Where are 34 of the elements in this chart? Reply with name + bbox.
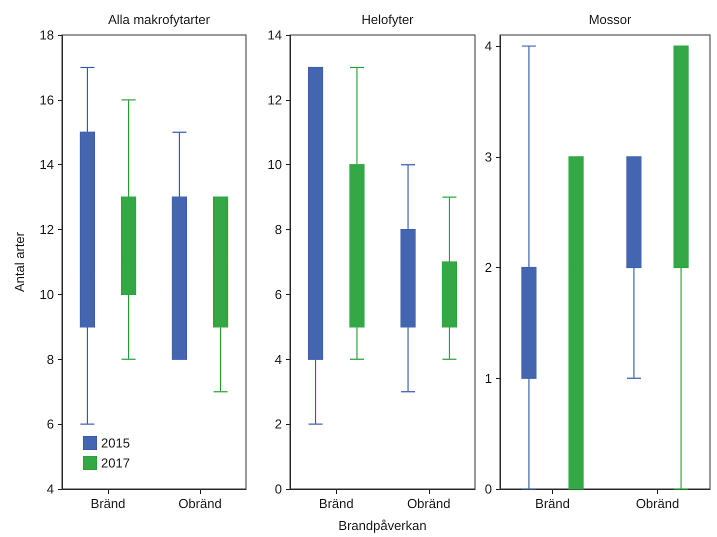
y-tick-label: 0 [274, 482, 282, 496]
x-tick-label: Bränd [90, 496, 126, 511]
y-tick-label: 1 [484, 370, 492, 386]
y-tick-label: 2 [274, 416, 282, 432]
y-tick-label: 3 [484, 149, 492, 164]
y-tick-label: 6 [274, 286, 282, 302]
y-tick-label: 8 [46, 352, 54, 367]
y-axis-title: Antal arter [12, 231, 27, 292]
y-tick-label: 10 [40, 286, 54, 302]
legend-label: 2015 [101, 436, 130, 450]
x-tick-label: Obränd [178, 496, 222, 511]
y-tick-label: 4 [46, 482, 54, 496]
y-tick-label: 0 [484, 482, 492, 496]
y-tick-label: 10 [268, 157, 282, 172]
x-tick-label: Bränd [318, 496, 354, 511]
y-tick-label: 14 [268, 28, 282, 42]
y-tick-label: 8 [274, 222, 282, 238]
y-tick-label: 14 [40, 157, 54, 172]
x-tick-label: Obränd [636, 496, 680, 511]
chart-title: Mossor [588, 12, 632, 27]
y-tick-label: 16 [40, 92, 54, 108]
y-tick-label: 12 [268, 92, 282, 108]
y-tick-label: 4 [484, 38, 492, 54]
x-tick-label: Obränd [407, 496, 450, 511]
y-tick-label: 12 [40, 222, 54, 238]
chart-title: Helofyter [361, 12, 414, 27]
legend-label: 2017 [101, 456, 130, 470]
x-tick-label: Bränd [535, 496, 570, 511]
y-tick-label: 6 [46, 416, 54, 432]
y-tick-label: 18 [40, 28, 54, 42]
x-axis-title: Brandpåverkan [338, 518, 427, 533]
y-tick-label: 2 [484, 260, 492, 276]
y-tick-label: 4 [274, 352, 282, 367]
chart-title: Alla makrofytarter [108, 12, 211, 27]
